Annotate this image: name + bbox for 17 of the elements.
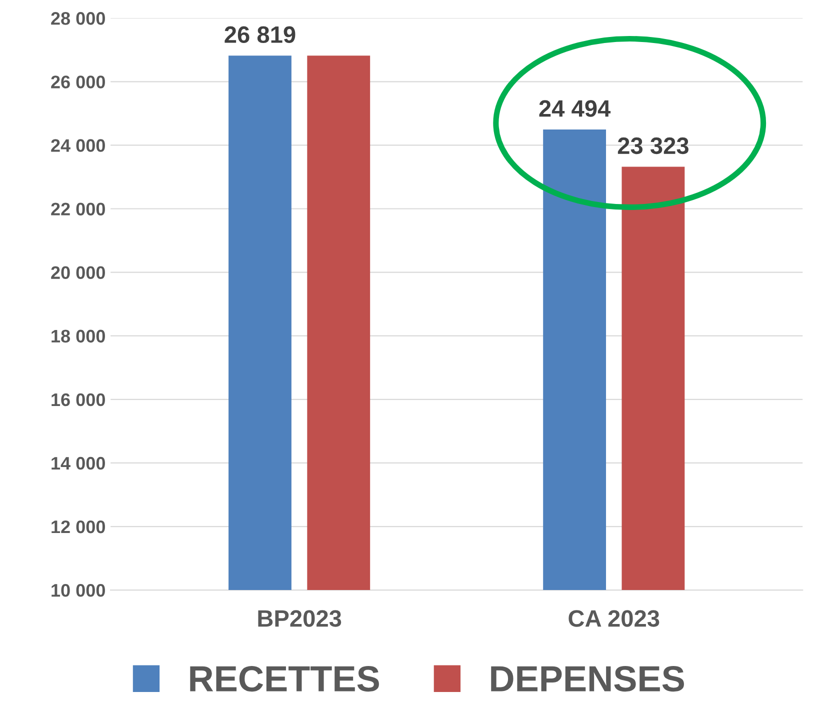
x-tick-label: CA 2023 [568, 610, 660, 627]
y-tick-label: 18 000 [52, 330, 105, 343]
legend-label: DEPENSES [491, 666, 684, 692]
data-label: 26 819 [224, 26, 296, 44]
x-tick-label: BP2023 [258, 610, 342, 627]
y-tick-label: 14 000 [52, 456, 105, 470]
data-label: 24 494 [539, 100, 611, 117]
legend-label: RECETTES [190, 666, 379, 692]
y-tick-label: 20 000 [51, 266, 105, 280]
y-tick-label: 24 000 [51, 139, 105, 152]
y-tick-label: 16 000 [52, 393, 105, 406]
y-tick-label: 12 000 [52, 520, 105, 534]
data-label: 23 323 [618, 137, 688, 154]
y-tick-label: 22 000 [51, 202, 105, 216]
y-tick-label: 10 000 [52, 584, 105, 597]
y-tick-label: 26 000 [51, 76, 105, 88]
y-tick-label: 28 000 [51, 12, 105, 25]
